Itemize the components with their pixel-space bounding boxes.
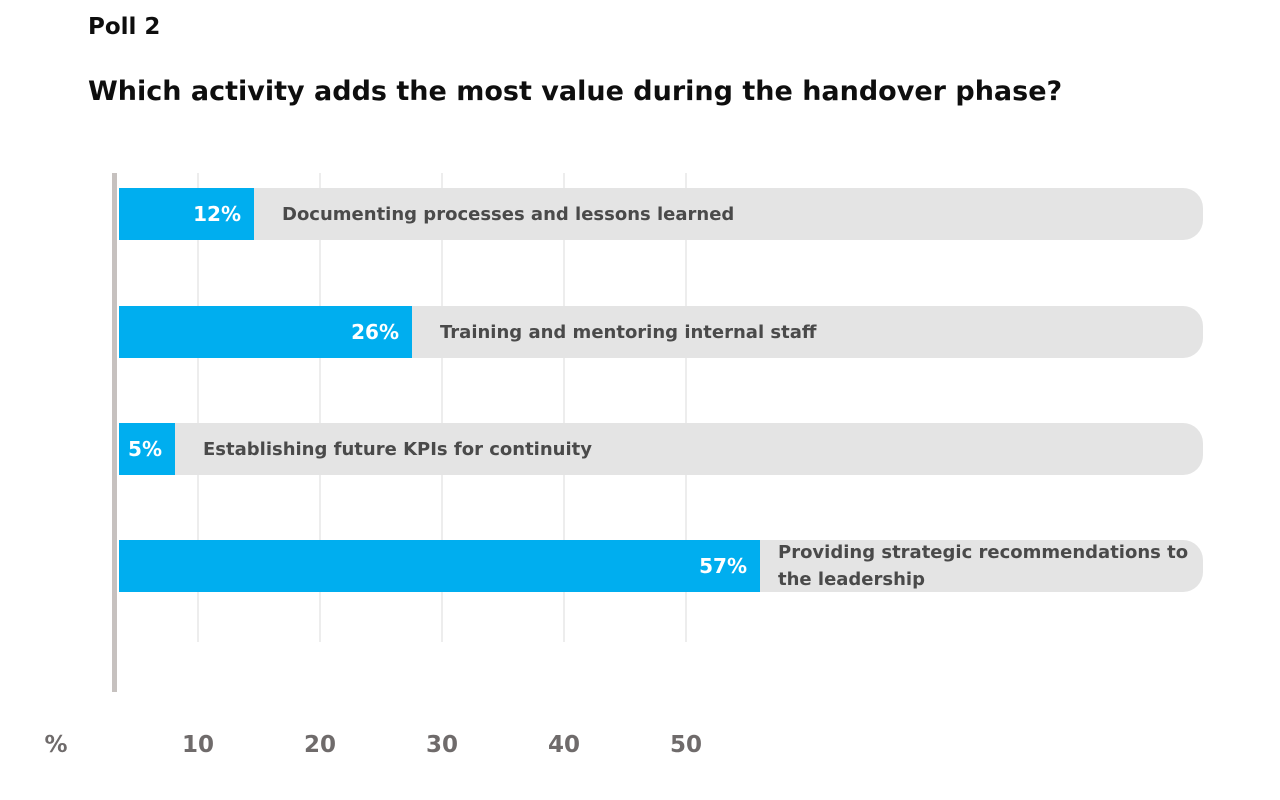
x-axis-unit-label: % (44, 732, 68, 758)
bar-category-label: Providing strategic recommendations to t… (778, 542, 1189, 590)
bar-value-fill: 5% (119, 423, 175, 475)
bar-category-label: Establishing future KPIs for continuity (203, 438, 592, 460)
bar-value-label: 26% (351, 320, 399, 344)
bar-value-label: 12% (193, 202, 241, 226)
bar-track: 12% Documenting processes and lessons lea… (119, 188, 1203, 240)
bar-category-label: Training and mentoring internal staff (440, 321, 817, 343)
bar-track: 5% Establishing future KPIs for continuit… (119, 423, 1203, 475)
y-axis-line (112, 173, 117, 692)
bar-value-label: 57% (699, 554, 747, 578)
bar-row: 26% Training and mentoring internal staff (119, 306, 1203, 358)
bar-category-label: Documenting processes and lessons learne… (282, 203, 735, 225)
gridline (685, 173, 687, 642)
bar-value-fill: 26% (119, 306, 412, 358)
x-axis-tick-label: 50 (669, 732, 703, 758)
bar-track: 57% Providing strategic recommendations t… (119, 540, 1203, 592)
bar-row: 5% Establishing future KPIs for continuit… (119, 423, 1203, 475)
bar-track: 26% Training and mentoring internal staff (119, 306, 1203, 358)
x-axis-tick-label: 10 (181, 732, 215, 758)
poll-title: Poll 2 (88, 14, 161, 40)
poll-question: Which activity adds the most value durin… (88, 76, 1063, 107)
bar-row: 12% Documenting processes and lessons lea… (119, 188, 1203, 240)
bar-value-fill: 12% (119, 188, 254, 240)
gridline (563, 173, 565, 642)
bar-value-label: 5% (128, 437, 162, 461)
x-axis-tick-label: 30 (425, 732, 459, 758)
gridline (197, 173, 199, 642)
gridline (441, 173, 443, 642)
x-axis-tick-label: 20 (303, 732, 337, 758)
bar-value-fill: 57% (119, 540, 760, 592)
gridline (319, 173, 321, 642)
bar-row: 57% Providing strategic recommendations t… (119, 540, 1203, 592)
x-axis-tick-label: 40 (547, 732, 581, 758)
